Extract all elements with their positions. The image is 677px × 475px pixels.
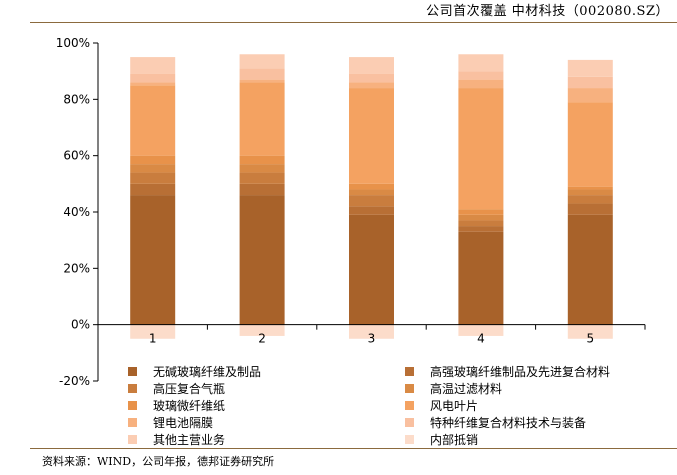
bar-segment	[458, 79, 504, 89]
legend-label: 无碱玻璃纤维及制品	[153, 364, 262, 379]
bar-segment	[130, 82, 176, 86]
bar-segment	[567, 195, 613, 204]
legend-label: 玻璃微纤维纸	[153, 398, 226, 413]
legend-label: 锂电池隔膜	[153, 415, 214, 430]
bar-segment	[349, 88, 394, 184]
legend-swatch	[128, 417, 137, 427]
footer-rule	[30, 448, 677, 449]
bar-segment	[458, 214, 504, 221]
bar-segment	[567, 203, 613, 215]
legend-swatch	[128, 434, 137, 444]
legend-item: 风电叶片	[405, 396, 478, 414]
y-tick-label: 40%	[63, 205, 90, 219]
legend-label: 高温过滤材料	[430, 381, 503, 396]
bar-segment	[458, 226, 504, 232]
legend-label: 风电叶片	[430, 398, 479, 413]
bar-segment	[130, 155, 176, 165]
bar-segment	[130, 183, 176, 196]
y-tick-label: 60%	[63, 149, 90, 163]
bar-segment	[349, 73, 394, 83]
bar-segment	[458, 54, 504, 72]
bar-segment	[567, 88, 613, 103]
y-tick-label: -20%	[59, 374, 90, 388]
x-tick-label: 2	[258, 332, 266, 346]
chart-area: -20% 0% 20% 40% 60% 80% 100% 1 2 3 4 5	[0, 26, 677, 446]
bar-segment	[567, 186, 613, 190]
bar-segment	[567, 324, 613, 339]
bar-segment	[349, 214, 394, 325]
bar-segment	[239, 183, 285, 196]
bar-segment	[567, 214, 613, 325]
bar-segment	[239, 172, 285, 184]
y-tick-label: 80%	[63, 92, 90, 106]
legend-item: 其他主营业务	[128, 430, 225, 448]
legend-swatch	[128, 400, 137, 410]
bar-segment	[458, 88, 504, 210]
report-header: 公司首次覆盖 中材科技（002080.SZ）	[426, 4, 669, 19]
y-tick-label: 0%	[71, 318, 90, 332]
bar-segment	[239, 195, 285, 325]
bar-segment	[349, 324, 394, 339]
bar-segment	[567, 59, 613, 77]
bar-segment	[567, 76, 613, 89]
bar-segment	[130, 85, 176, 156]
bar-segment	[239, 68, 285, 80]
bar-segment	[349, 183, 394, 190]
legend-swatch	[405, 383, 414, 393]
legend-item: 特种纤维复合材料技术与装备	[405, 413, 586, 431]
legend-label: 高压复合气瓶	[153, 381, 226, 396]
legend-item: 玻璃微纤维纸	[128, 396, 225, 414]
legend-label: 内部抵销	[430, 432, 479, 447]
bar-segment	[130, 73, 176, 83]
stacked-bar-chart: -20% 0% 20% 40% 60% 80% 100% 1 2 3 4 5	[56, 36, 646, 388]
bar-segment	[130, 172, 176, 184]
bar-segment	[458, 231, 504, 325]
bar-segment	[458, 209, 504, 215]
bar-segment	[239, 164, 285, 173]
bar-segment	[239, 79, 285, 83]
legend-swatch	[405, 434, 414, 444]
x-tick-label: 4	[477, 332, 485, 346]
bar-segment	[349, 57, 394, 74]
x-tick-label: 3	[368, 332, 376, 346]
bar-segment	[239, 155, 285, 165]
bar-segment	[567, 102, 613, 187]
legend-item: 内部抵销	[405, 430, 478, 448]
bar-segment	[567, 189, 613, 196]
y-tick-label: 100%	[56, 36, 90, 50]
legend-label: 特种纤维复合材料技术与装备	[430, 415, 587, 430]
legend-item: 高强玻璃纤维制品及先进复合材料	[405, 362, 610, 380]
y-tick-label: 20%	[63, 261, 90, 275]
legend-swatch	[128, 366, 137, 376]
legend-label: 其他主营业务	[153, 432, 226, 447]
chart-legend: 无碱玻璃纤维及制品 高强玻璃纤维制品及先进复合材料高压复合气瓶 高温过滤材料玻璃微纤…	[0, 356, 677, 448]
bar-segment	[239, 54, 285, 69]
x-tick-label: 5	[586, 332, 594, 346]
bar-segment	[458, 71, 504, 80]
x-tick-label: 1	[149, 332, 157, 346]
bar-segment	[458, 324, 504, 336]
legend-swatch	[405, 366, 414, 376]
bar-segment	[349, 189, 394, 196]
legend-item: 锂电池隔膜	[128, 413, 213, 431]
bar-segment	[239, 324, 285, 336]
header-rule	[30, 22, 677, 23]
bar-segment	[130, 324, 176, 339]
legend-swatch	[128, 383, 137, 393]
bar-segment	[349, 206, 394, 215]
bar-segment	[130, 57, 176, 74]
bar-segment	[130, 164, 176, 173]
bar-segment	[458, 220, 504, 227]
legend-item: 高压复合气瓶	[128, 379, 225, 397]
bar-segment	[349, 82, 394, 89]
bar-segment	[349, 195, 394, 207]
bar-segment	[130, 195, 176, 325]
source-note: 资料来源：WIND，公司年报，德邦证券研究所	[42, 455, 275, 468]
bar-segment	[239, 82, 285, 156]
legend-swatch	[405, 417, 414, 427]
legend-item: 高温过滤材料	[405, 379, 502, 397]
legend-label: 高强玻璃纤维制品及先进复合材料	[430, 364, 611, 379]
legend-item: 无碱玻璃纤维及制品	[128, 362, 261, 380]
legend-swatch	[405, 400, 414, 410]
